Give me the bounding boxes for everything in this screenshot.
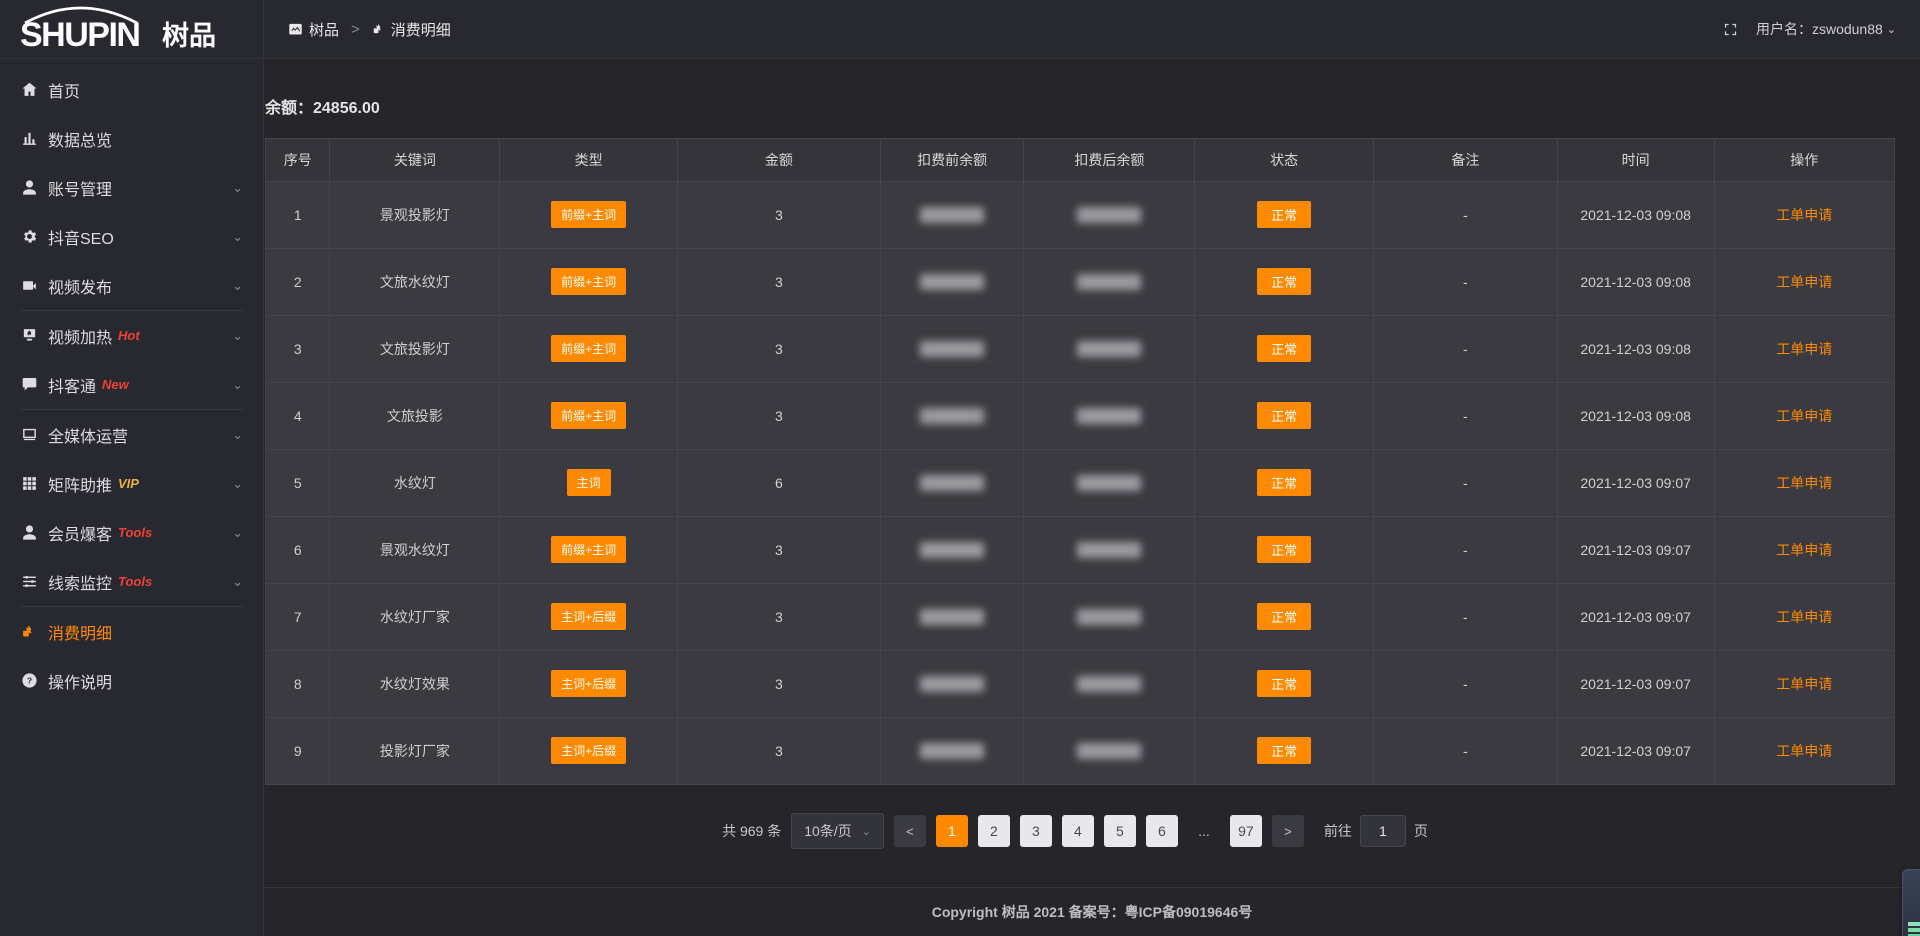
svg-text:树品: 树品 [162,21,216,51]
svg-text:SHUPIN: SHUPIN [20,16,139,54]
svg-text:?: ? [26,676,31,686]
